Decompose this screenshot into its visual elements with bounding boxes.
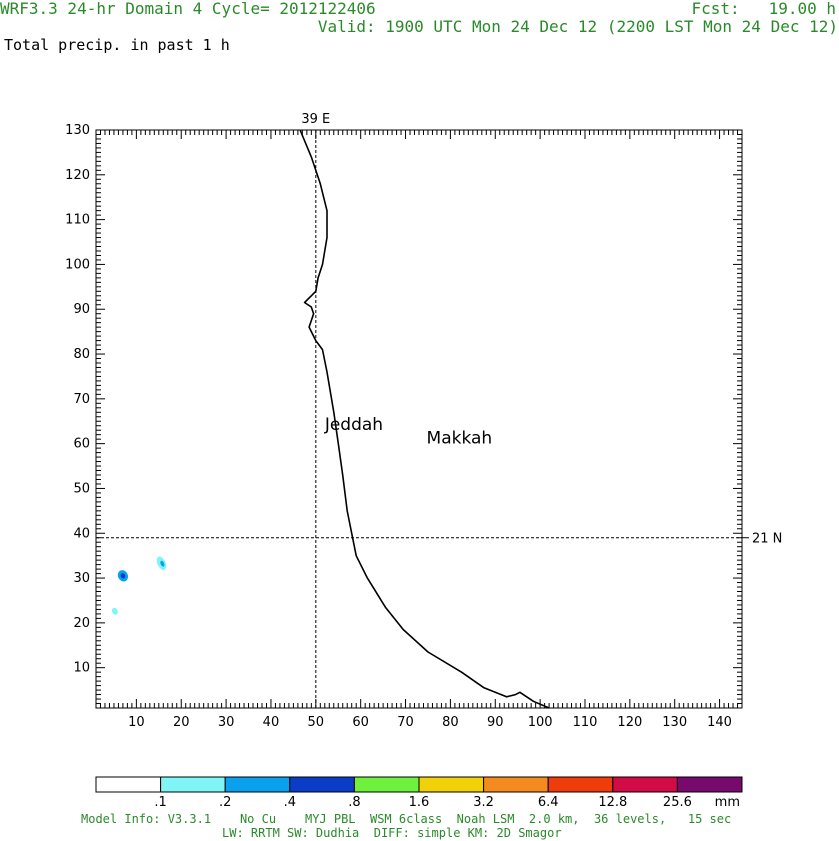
x-tick-label: 90: [487, 715, 504, 730]
y-tick-label: 40: [73, 526, 90, 541]
colorbar-swatch: [483, 776, 549, 793]
colorbar-label: .4: [284, 795, 296, 810]
x-tick-label: 130: [662, 715, 687, 730]
city-label: Makkah: [427, 429, 493, 449]
x-tick-label: 120: [617, 715, 642, 730]
latitude-label: 21 N: [752, 532, 782, 547]
y-tick-label: 120: [65, 168, 90, 183]
plot-border: [95, 129, 743, 709]
x-tick-label: 110: [573, 715, 598, 730]
footer-diffusion-info: LW: RRTM SW: Dudhia DIFF: simple KM: 2D …: [222, 826, 562, 840]
colorbar-label: .2: [219, 795, 231, 810]
colorbar-label: 1.6: [409, 795, 430, 810]
axis-ticks: [96, 130, 742, 708]
y-tick-label: 30: [73, 571, 90, 586]
colorbar-swatch: [224, 776, 291, 793]
y-tick-label: 110: [65, 213, 90, 228]
x-tick-label: 20: [173, 715, 190, 730]
coastline: [299, 129, 550, 709]
x-tick-label: 60: [352, 715, 369, 730]
precip-cell: [160, 560, 165, 567]
x-tick-label: 100: [528, 715, 553, 730]
city-labels: Jeddah Makkah: [324, 415, 492, 448]
x-tick-label: 10: [128, 715, 145, 730]
colorbar-swatch: [612, 776, 678, 793]
colorbar-swatch: [676, 776, 743, 793]
y-tick-label: 20: [73, 616, 90, 631]
longitude-label: 39 E: [301, 112, 330, 127]
y-tick-label: 90: [73, 302, 90, 317]
colorbar-swatch: [353, 776, 420, 793]
colorbar-label: 25.6: [663, 795, 692, 810]
colorbar-label: .8: [348, 795, 360, 810]
x-tick-label: 140: [707, 715, 732, 730]
reference-lines: 39 E 21 N: [96, 112, 782, 708]
colorbar-swatch: [95, 776, 162, 793]
y-tick-label: 50: [73, 481, 90, 496]
footer-model-info: Model Info: V3.3.1 No Cu MYJ PBL WSM 6cl…: [81, 812, 732, 826]
y-tick-label: 70: [73, 392, 90, 407]
colorbar: .1 .2 .4 .8 1.6 3.2 6.4 12.8 25.6 mm: [95, 776, 743, 810]
precip-cell: [111, 607, 118, 615]
field-title: Total precip. in past 1 h: [4, 36, 230, 54]
coastline-layer: [299, 129, 550, 709]
colorbar-swatch: [160, 776, 226, 793]
y-tick-label: 60: [73, 437, 90, 452]
colorbar-label: 12.8: [598, 795, 627, 810]
y-tick-label: 10: [73, 661, 90, 676]
axis-labels: 10 20 30 40 50 60 70 80 90 100 110 120 130 140 10 20 30 4…: [65, 123, 732, 730]
colorbar-label: .1: [154, 795, 166, 810]
y-tick-label: 100: [65, 257, 90, 272]
valid-time: Valid: 1900 UTC Mon 24 Dec 12 (2200 LST …: [317, 17, 838, 36]
colorbar-swatch: [289, 776, 355, 793]
city-label: Jeddah: [324, 415, 383, 435]
x-tick-label: 70: [397, 715, 414, 730]
precip-cell: [120, 573, 126, 579]
y-tick-label: 80: [73, 347, 90, 362]
x-tick-label: 80: [442, 715, 459, 730]
colorbar-unit: mm: [715, 795, 740, 810]
colorbar-swatch: [547, 776, 614, 793]
colorbar-swatch: [418, 776, 485, 793]
y-tick-label: 130: [65, 123, 90, 138]
colorbar-label: 3.2: [473, 795, 494, 810]
precip-layer: [111, 556, 167, 615]
x-tick-label: 40: [263, 715, 280, 730]
forecast-hour: Fcst: 19.00 h: [691, 0, 837, 18]
x-tick-label: 50: [308, 715, 325, 730]
plot-frame: [95, 129, 743, 709]
model-title: WRF3.3 24-hr Domain 4 Cycle= 2012122406: [0, 0, 376, 18]
x-tick-label: 30: [218, 715, 235, 730]
colorbar-label: 6.4: [538, 795, 559, 810]
